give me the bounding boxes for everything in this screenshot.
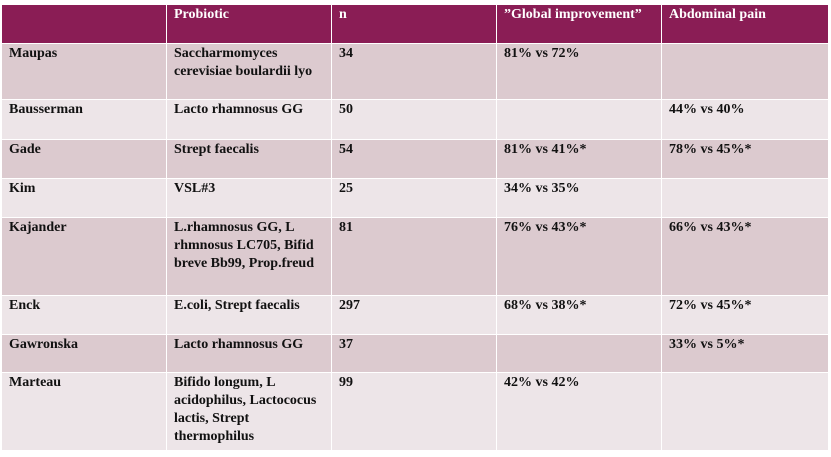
cell-abdominal-pain: 72% vs 45%* [661, 295, 829, 335]
cell-abdominal-pain: 44% vs 40% [661, 99, 829, 140]
cell-n: 54 [331, 139, 497, 179]
table-row: Gade Strept faecalis 54 81% vs 41%* 78% … [1, 139, 829, 179]
cell-n: 81 [331, 217, 497, 296]
cell-abdominal-pain [661, 43, 829, 100]
cell-abdominal-pain [661, 178, 829, 218]
cell-abdominal-pain [661, 372, 829, 451]
table-row: Maupas Saccharmomyces cerevisiae boulard… [1, 43, 829, 100]
cell-n: 25 [331, 178, 497, 218]
cell-global-improvement: 34% vs 35% [496, 178, 662, 218]
table-row: Kim VSL#3 25 34% vs 35% [1, 178, 829, 218]
cell-probiotic: Bifido longum, L acidophilus, Lactococus… [166, 372, 332, 451]
cell-abdominal-pain: 66% vs 43%* [661, 217, 829, 296]
cell-global-improvement: 81% vs 72% [496, 43, 662, 100]
cell-n: 99 [331, 372, 497, 451]
cell-probiotic: Lacto rhamnosus GG [166, 99, 332, 140]
header-probiotic: Probiotic [166, 4, 332, 44]
cell-probiotic: E.coli, Strept faecalis [166, 295, 332, 335]
cell-probiotic: Strept faecalis [166, 139, 332, 179]
cell-global-improvement: 68% vs 38%* [496, 295, 662, 335]
cell-n: 297 [331, 295, 497, 335]
cell-study: Maupas [1, 43, 167, 100]
table-row: Enck E.coli, Strept faecalis 297 68% vs … [1, 295, 829, 335]
header-n: n [331, 4, 497, 44]
cell-abdominal-pain: 33% vs 5%* [661, 334, 829, 373]
cell-probiotic: VSL#3 [166, 178, 332, 218]
table-row: Bausserman Lacto rhamnosus GG 50 44% vs … [1, 99, 829, 140]
cell-global-improvement [496, 334, 662, 373]
header-abdominal-pain: Abdominal pain [661, 4, 829, 44]
cell-study: Bausserman [1, 99, 167, 140]
cell-probiotic: L.rhamnosus GG, L rhmnosus LC705, Bifid … [166, 217, 332, 296]
cell-global-improvement: 76% vs 43%* [496, 217, 662, 296]
cell-n: 37 [331, 334, 497, 373]
cell-probiotic: Lacto rhamnosus GG [166, 334, 332, 373]
probiotic-trials-table: Probiotic n ”Global improvement” Abdomin… [1, 4, 829, 451]
table-row: Marteau Bifido longum, L acidophilus, La… [1, 372, 829, 451]
table-row: Kajander L.rhamnosus GG, L rhmnosus LC70… [1, 217, 829, 296]
cell-global-improvement [496, 99, 662, 140]
cell-n: 34 [331, 43, 497, 100]
table-row: Gawronska Lacto rhamnosus GG 37 33% vs 5… [1, 334, 829, 373]
cell-abdominal-pain: 78% vs 45%* [661, 139, 829, 179]
header-study [1, 4, 167, 44]
cell-study: Kajander [1, 217, 167, 296]
cell-global-improvement: 81% vs 41%* [496, 139, 662, 179]
header-global-improvement: ”Global improvement” [496, 4, 662, 44]
cell-n: 50 [331, 99, 497, 140]
cell-study: Gawronska [1, 334, 167, 373]
cell-study: Kim [1, 178, 167, 218]
cell-study: Enck [1, 295, 167, 335]
cell-study: Marteau [1, 372, 167, 451]
cell-global-improvement: 42% vs 42% [496, 372, 662, 451]
header-row: Probiotic n ”Global improvement” Abdomin… [1, 4, 829, 44]
cell-study: Gade [1, 139, 167, 179]
cell-probiotic: Saccharmomyces cerevisiae boulardii lyo [166, 43, 332, 100]
